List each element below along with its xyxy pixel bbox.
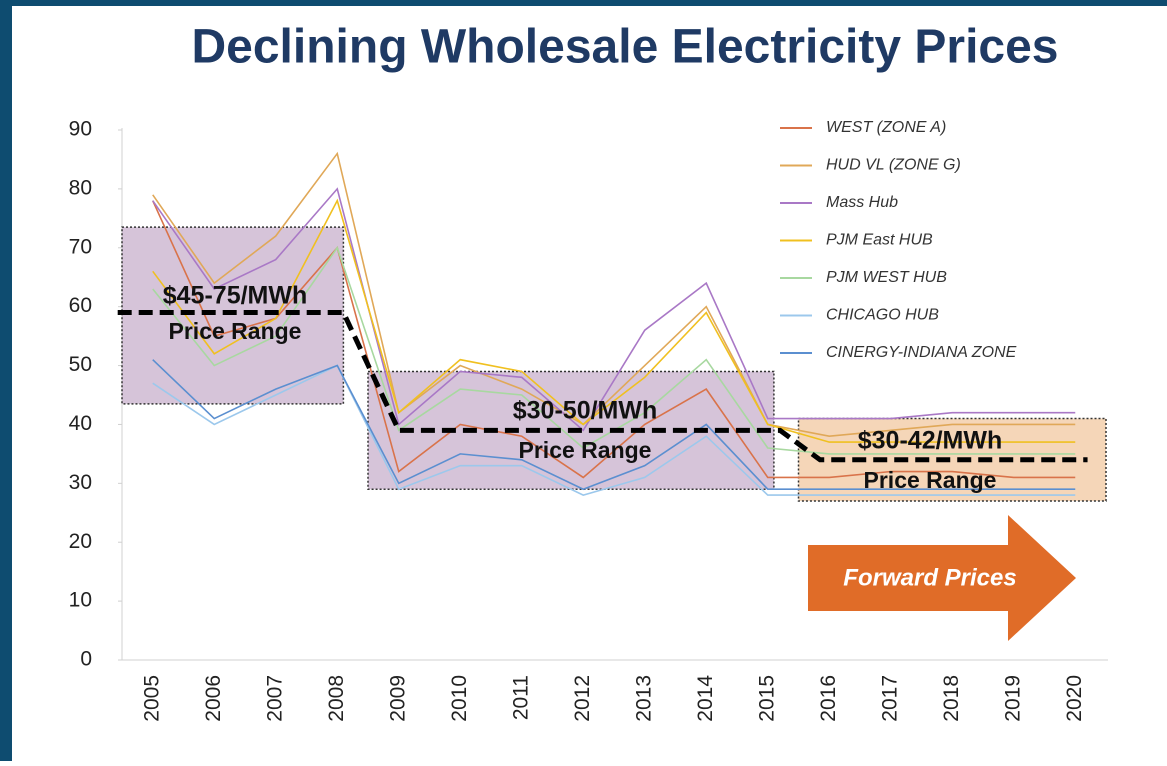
series-line: [152, 359, 1076, 491]
range-sublabel: Price Range: [864, 467, 997, 493]
legend-label: HUD VL (ZONE G): [826, 157, 961, 174]
range-sublabel: Price Range: [169, 318, 302, 344]
y-tick-label: 10: [69, 589, 92, 612]
x-tick-label: 2008: [325, 675, 348, 722]
average-line: [117, 310, 1088, 463]
x-tick-label: 2020: [1063, 675, 1086, 722]
x-tick-label: 2005: [140, 675, 163, 722]
y-tick-label: 30: [69, 471, 92, 494]
range-label: $30-50/MWh: [513, 397, 657, 425]
legend-label: CHICAGO HUB: [826, 307, 939, 324]
x-tick-label: 2011: [509, 675, 532, 720]
x-tick-label: 2014: [694, 675, 717, 722]
legend-label: Mass Hub: [826, 194, 898, 211]
forward-label: Forward Prices: [843, 564, 1016, 591]
range-label: $45-75/MWh: [163, 282, 307, 310]
x-tick-label: 2007: [263, 675, 286, 722]
x-tick-label: 2013: [632, 675, 655, 722]
series-line: [152, 187, 1076, 432]
y-tick-label: 0: [80, 648, 92, 671]
x-tick-label: 2015: [755, 675, 778, 722]
x-tick-label: 2009: [386, 675, 409, 722]
range-label: $30-42/MWh: [858, 427, 1002, 455]
series-line: [152, 364, 1076, 496]
y-tick-label: 40: [69, 412, 92, 435]
legend-label: PJM East HUB: [826, 232, 933, 249]
x-tick-label: 2010: [448, 675, 471, 722]
y-tick-label: 90: [69, 118, 92, 141]
x-tick-label: 2017: [878, 675, 901, 722]
series-line: [152, 198, 1076, 443]
legend-label: WEST (ZONE A): [826, 119, 946, 136]
legend-label: PJM WEST HUB: [826, 269, 947, 286]
y-tick-label: 70: [69, 235, 92, 258]
series-line: [152, 200, 1076, 479]
range-sublabel: Price Range: [519, 437, 652, 463]
y-tick-label: 80: [69, 176, 92, 199]
range-box: [797, 417, 1107, 502]
legend-label: CINERGY-INDIANA ZONE: [826, 344, 1017, 361]
series-line: [152, 151, 1076, 438]
range-box: [121, 226, 345, 405]
x-tick-label: 2012: [571, 675, 594, 722]
x-tick-label: 2006: [202, 675, 225, 722]
x-tick-label: 2016: [817, 675, 840, 722]
y-tick-label: 20: [69, 530, 92, 553]
chart-title: Declining Wholesale Electricity Prices: [192, 21, 1059, 74]
y-tick-label: 60: [69, 294, 92, 317]
forward-arrow: [808, 515, 1076, 641]
x-tick-label: 2019: [1001, 675, 1024, 722]
x-tick-label: 2018: [940, 675, 963, 722]
y-tick-label: 50: [69, 353, 92, 376]
